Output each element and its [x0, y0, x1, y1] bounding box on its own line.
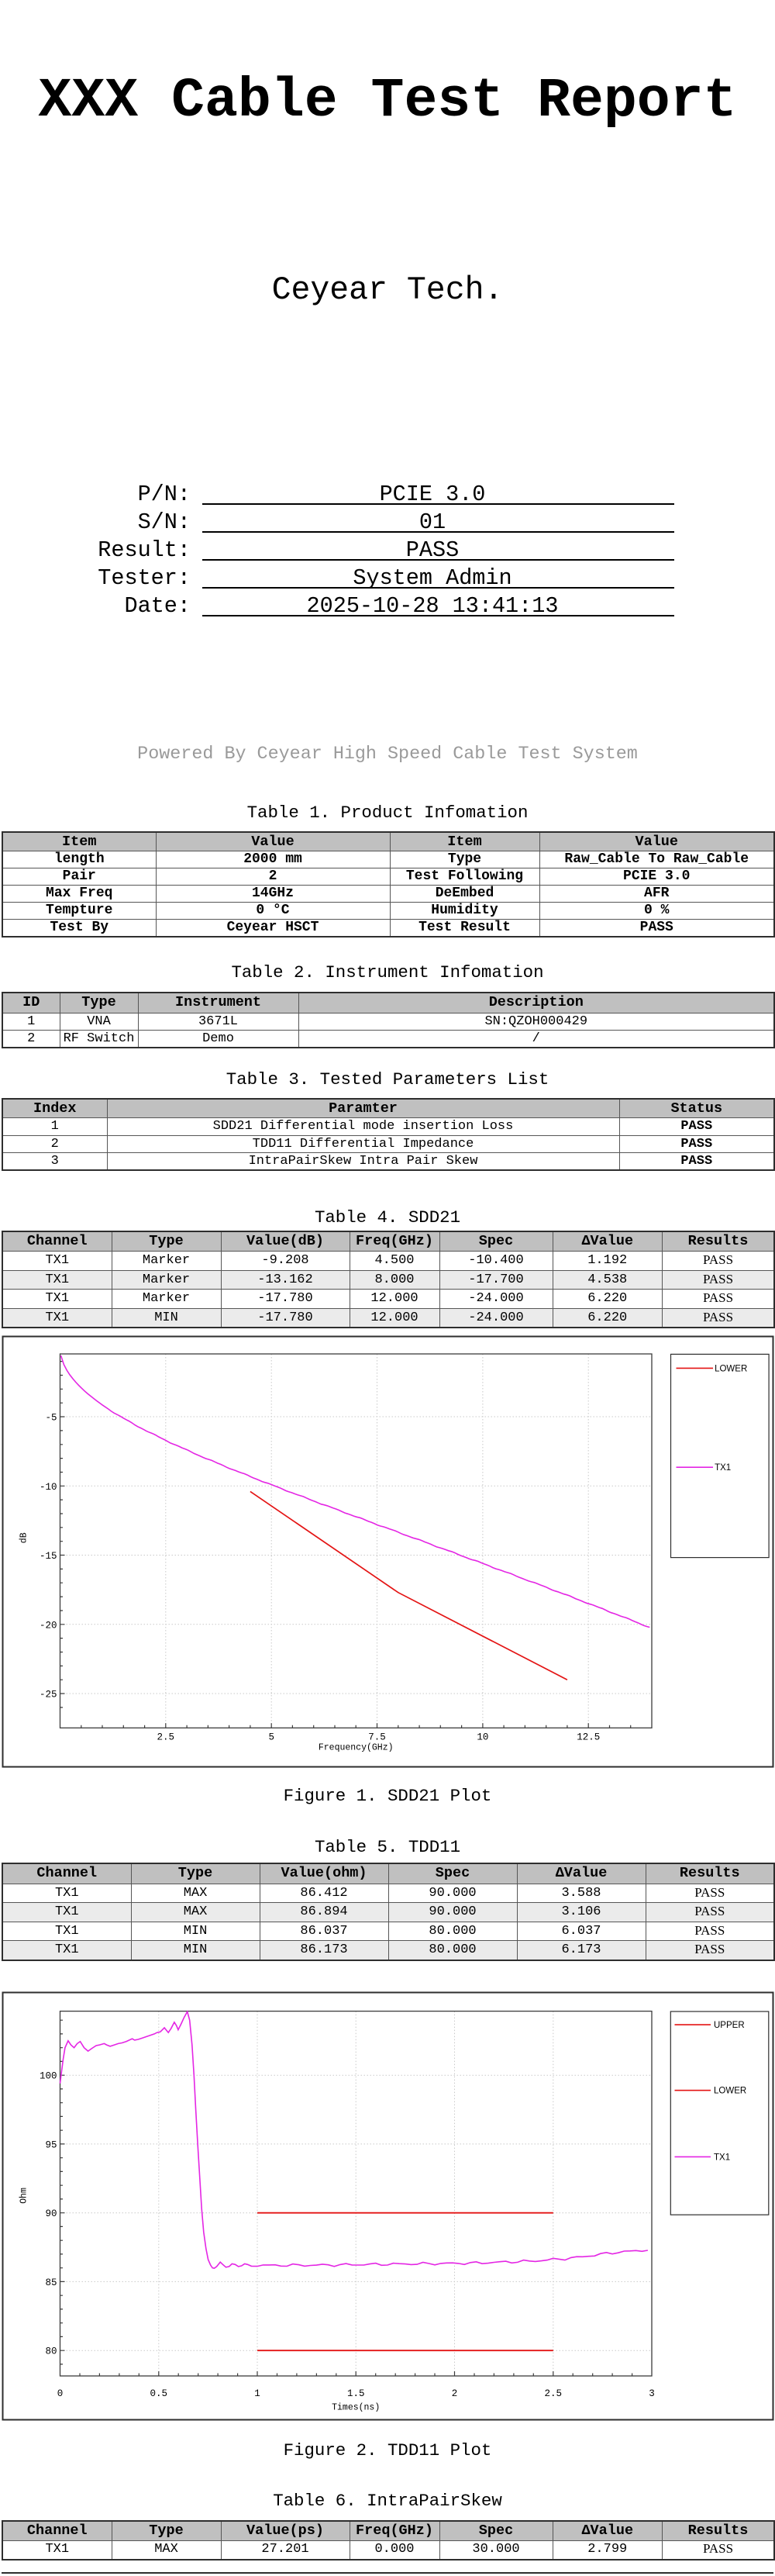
svg-text:2.5: 2.5 [545, 2388, 563, 2399]
svg-text:-20: -20 [40, 1620, 57, 1631]
svg-text:UPPER: UPPER [714, 2021, 745, 2030]
svg-text:2.5: 2.5 [157, 1732, 175, 1742]
svg-text:-10: -10 [40, 1481, 57, 1492]
svg-text:-15: -15 [40, 1551, 57, 1562]
svg-text:Ohm: Ohm [19, 2188, 29, 2204]
svg-text:Frequency(GHz): Frequency(GHz) [319, 1742, 394, 1752]
svg-text:TX1: TX1 [714, 2153, 730, 2162]
svg-text:12.5: 12.5 [577, 1732, 600, 1742]
svg-text:100: 100 [40, 2070, 57, 2081]
svg-text:Times(ns): Times(ns) [332, 2402, 380, 2412]
svg-text:0.5: 0.5 [150, 2388, 168, 2399]
svg-text:1: 1 [254, 2388, 260, 2399]
svg-text:10: 10 [477, 1732, 488, 1742]
svg-text:LOWER: LOWER [714, 2086, 746, 2095]
svg-text:0: 0 [57, 2388, 64, 2399]
svg-text:7.5: 7.5 [368, 1732, 386, 1742]
svg-text:80: 80 [45, 2346, 57, 2357]
svg-text:5: 5 [268, 1732, 274, 1742]
svg-text:3: 3 [649, 2388, 655, 2399]
svg-text:TX1: TX1 [715, 1463, 731, 1473]
svg-text:-25: -25 [40, 1689, 57, 1700]
svg-text:1.5: 1.5 [347, 2388, 365, 2399]
svg-text:85: 85 [45, 2277, 57, 2288]
svg-text:dB: dB [19, 1532, 29, 1543]
svg-text:90: 90 [45, 2208, 57, 2219]
svg-text:-5: -5 [45, 1412, 57, 1423]
svg-text:LOWER: LOWER [715, 1364, 747, 1373]
svg-text:2: 2 [452, 2388, 458, 2399]
svg-text:95: 95 [45, 2139, 57, 2150]
